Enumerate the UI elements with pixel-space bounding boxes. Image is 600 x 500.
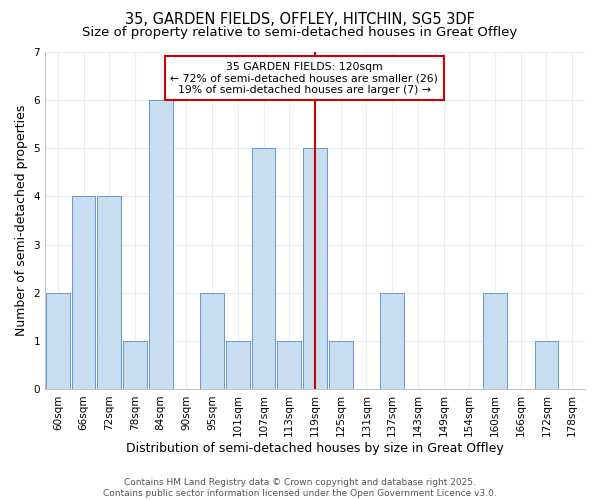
Text: Contains HM Land Registry data © Crown copyright and database right 2025.
Contai: Contains HM Land Registry data © Crown c… <box>103 478 497 498</box>
Bar <box>72 196 95 390</box>
Bar <box>303 148 327 390</box>
Bar <box>252 148 275 390</box>
Bar <box>149 100 173 390</box>
Bar <box>535 341 558 390</box>
Bar <box>46 293 70 390</box>
Text: 35, GARDEN FIELDS, OFFLEY, HITCHIN, SG5 3DF: 35, GARDEN FIELDS, OFFLEY, HITCHIN, SG5 … <box>125 12 475 28</box>
Text: Size of property relative to semi-detached houses in Great Offley: Size of property relative to semi-detach… <box>82 26 518 39</box>
Bar <box>200 293 224 390</box>
X-axis label: Distribution of semi-detached houses by size in Great Offley: Distribution of semi-detached houses by … <box>126 442 504 455</box>
Y-axis label: Number of semi-detached properties: Number of semi-detached properties <box>15 105 28 336</box>
Text: 35 GARDEN FIELDS: 120sqm
← 72% of semi-detached houses are smaller (26)
19% of s: 35 GARDEN FIELDS: 120sqm ← 72% of semi-d… <box>170 62 438 95</box>
Bar <box>380 293 404 390</box>
Bar <box>123 341 147 390</box>
Bar <box>277 341 301 390</box>
Bar <box>226 341 250 390</box>
Bar <box>97 196 121 390</box>
Bar <box>483 293 507 390</box>
Bar <box>329 341 353 390</box>
